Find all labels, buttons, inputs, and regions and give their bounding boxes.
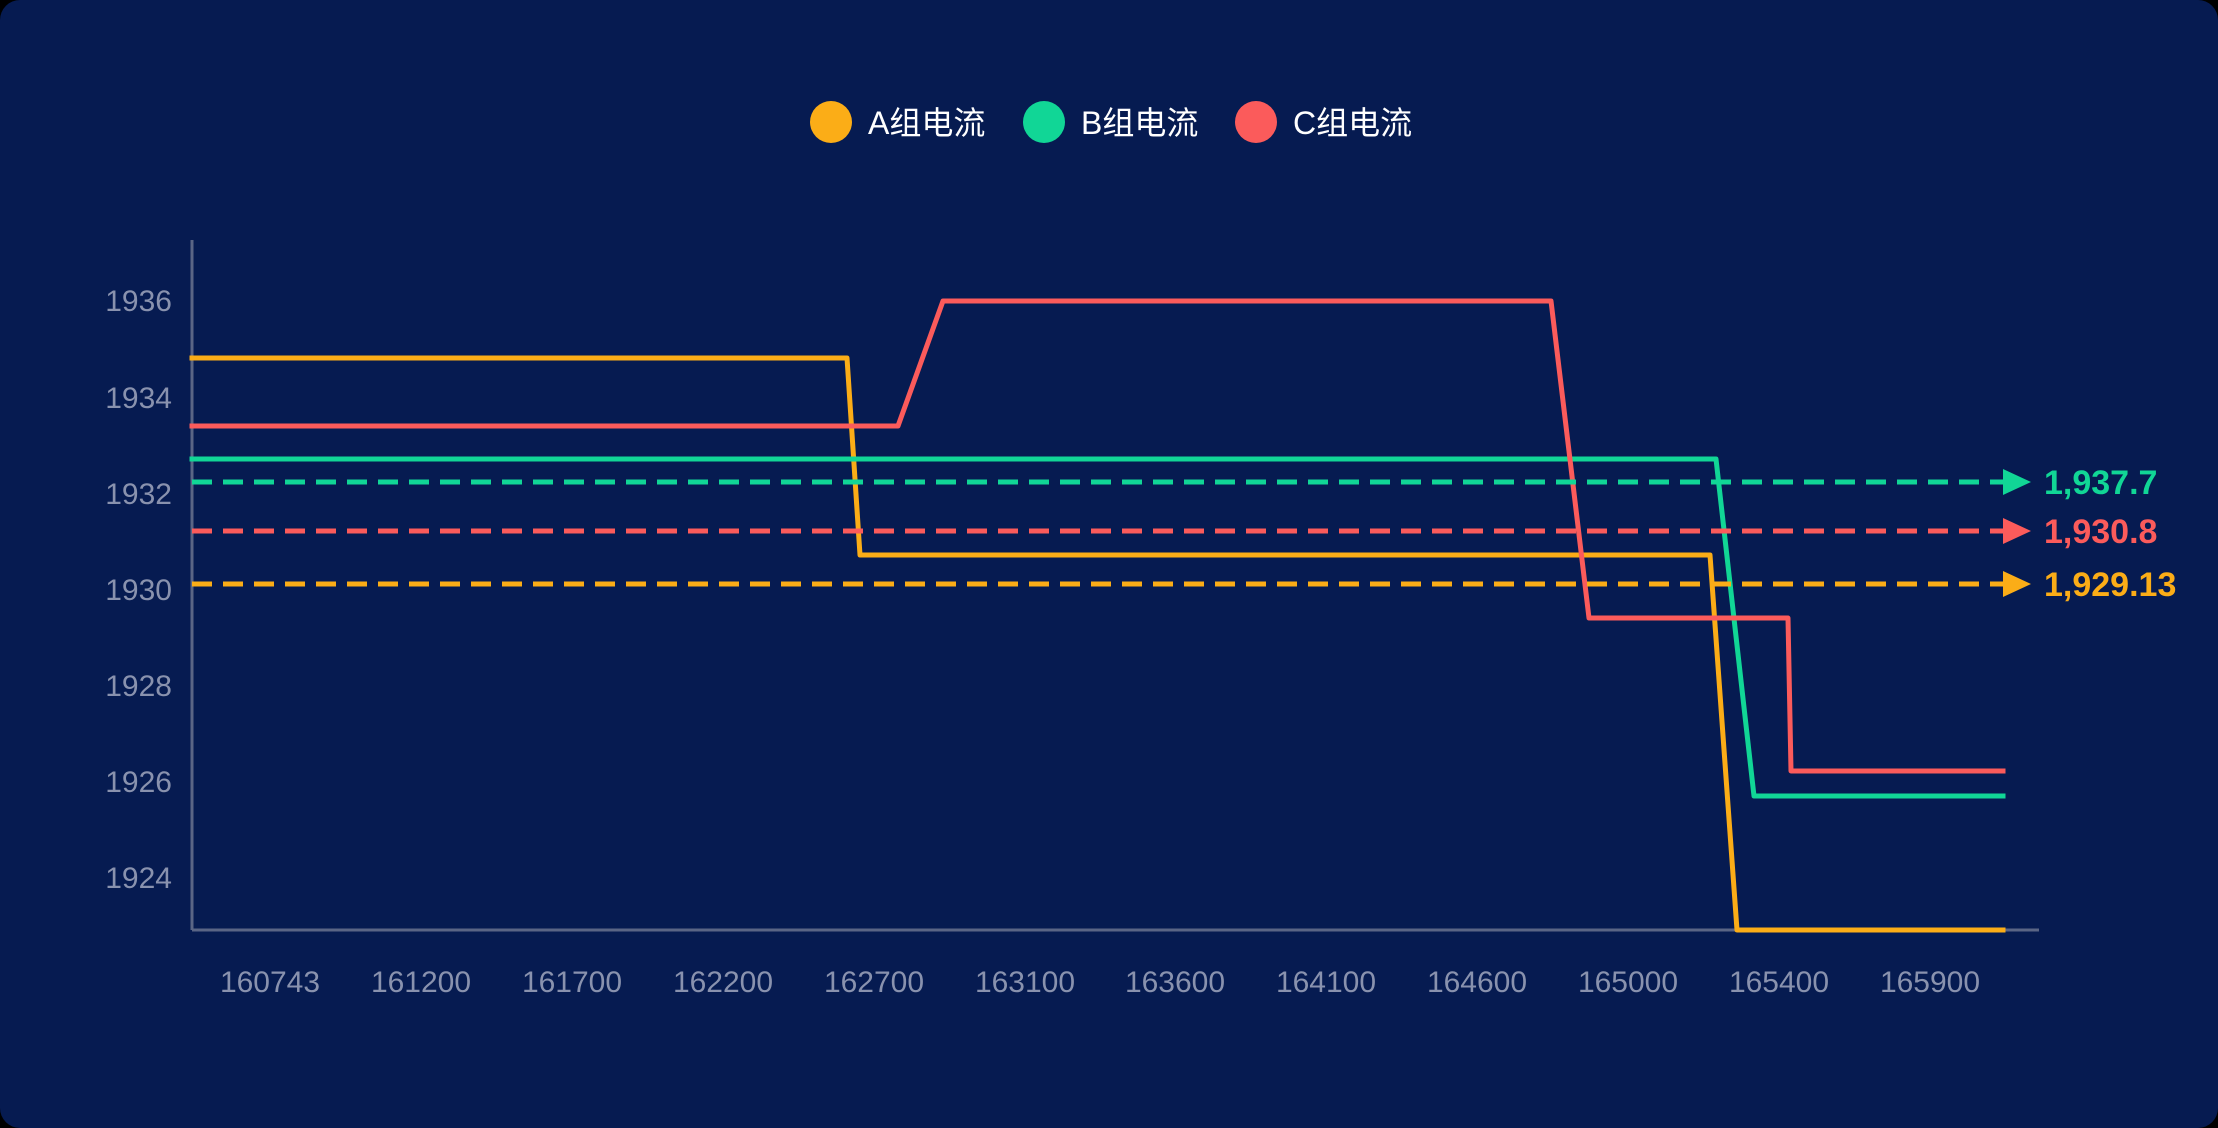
- svg-text:1932: 1932: [105, 478, 172, 511]
- svg-text:165000: 165000: [1578, 966, 1678, 999]
- svg-text:1,929.13: 1,929.13: [2044, 566, 2176, 604]
- svg-text:162200: 162200: [673, 966, 773, 999]
- svg-text:1,930.8: 1,930.8: [2044, 513, 2157, 551]
- svg-text:161200: 161200: [371, 966, 471, 999]
- svg-text:1936: 1936: [105, 285, 172, 318]
- svg-text:1924: 1924: [105, 862, 172, 895]
- svg-text:163600: 163600: [1125, 966, 1225, 999]
- svg-text:1926: 1926: [105, 766, 172, 799]
- svg-text:164600: 164600: [1427, 966, 1527, 999]
- svg-text:163100: 163100: [975, 966, 1075, 999]
- svg-text:A组电流: A组电流: [868, 105, 985, 141]
- svg-text:1928: 1928: [105, 670, 172, 703]
- svg-text:165400: 165400: [1729, 966, 1829, 999]
- svg-text:C组电流: C组电流: [1293, 105, 1412, 141]
- svg-text:162700: 162700: [824, 966, 924, 999]
- svg-text:1934: 1934: [105, 382, 172, 415]
- svg-text:165900: 165900: [1880, 966, 1980, 999]
- svg-text:B组电流: B组电流: [1081, 105, 1198, 141]
- svg-text:160743: 160743: [220, 966, 320, 999]
- svg-text:1930: 1930: [105, 574, 172, 607]
- svg-text:164100: 164100: [1276, 966, 1376, 999]
- svg-text:161700: 161700: [522, 966, 622, 999]
- svg-text:1,937.7: 1,937.7: [2044, 464, 2157, 502]
